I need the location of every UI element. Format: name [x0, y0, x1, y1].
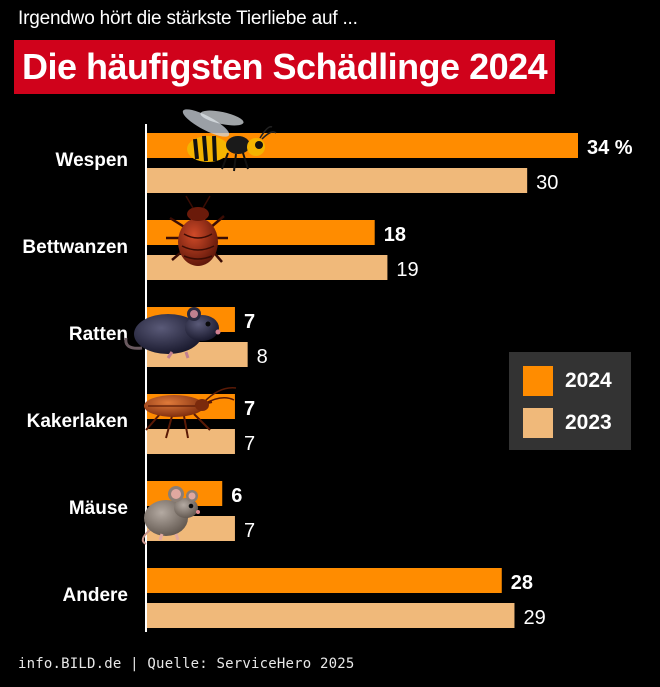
data-label-2024-kakerlaken: 7 — [244, 398, 255, 420]
bar-2023-wespen — [146, 168, 528, 193]
category-label-bettwanzen: Bettwanzen — [22, 237, 128, 258]
bar-2023-andere — [146, 603, 515, 628]
legend-label-2024: 2024 — [565, 369, 612, 392]
data-label-2024-andere: 28 — [511, 572, 533, 594]
bar-2023-bettwanzen — [146, 255, 388, 280]
source-footer: info.BILD.de | Quelle: ServiceHero 2025 — [18, 656, 355, 672]
mouse-icon — [141, 486, 200, 545]
data-label-2023-kakerlaken: 7 — [244, 433, 255, 455]
legend-swatch-2023 — [523, 408, 553, 438]
legend-swatch-2024 — [523, 366, 553, 396]
bedbug-icon — [166, 195, 228, 266]
chart-subtitle: Irgendwo hört die stärkste Tierliebe auf… — [18, 8, 358, 29]
data-label-2024-bettwanzen: 18 — [384, 224, 406, 246]
rat-icon — [124, 307, 221, 359]
wasp-icon — [182, 109, 277, 172]
data-label-2024-wespen: 34 % — [587, 137, 633, 159]
legend-label-2023: 2023 — [565, 411, 612, 434]
data-label-2023-ratten: 8 — [257, 346, 268, 368]
cockroach-icon — [144, 387, 237, 439]
category-label-andere: Andere — [63, 585, 128, 606]
data-label-2023-bettwanzen: 19 — [396, 259, 418, 281]
category-label-m-use: Mäuse — [69, 498, 128, 519]
category-label-kakerlaken: Kakerlaken — [27, 411, 128, 432]
bar-2024-andere — [146, 568, 502, 593]
chart-title-banner: Die häufigsten Schädlinge 2024 — [14, 40, 556, 94]
legend-item-2023: 2023 — [523, 408, 612, 438]
category-label-wespen: Wespen — [55, 150, 128, 171]
chart-legend: 2024 2023 — [509, 352, 631, 450]
category-label-ratten: Ratten — [69, 324, 128, 345]
chart-title: Die häufigsten Schädlinge 2024 — [22, 46, 548, 87]
data-label-2023-andere: 29 — [523, 607, 545, 629]
data-label-2024-ratten: 7 — [244, 311, 255, 333]
data-label-2024-m-use: 6 — [231, 485, 242, 507]
data-label-2023-m-use: 7 — [244, 520, 255, 542]
legend-item-2024: 2024 — [523, 366, 612, 396]
bar-2023-kakerlaken — [146, 429, 235, 454]
data-label-2023-wespen: 30 — [536, 172, 558, 194]
